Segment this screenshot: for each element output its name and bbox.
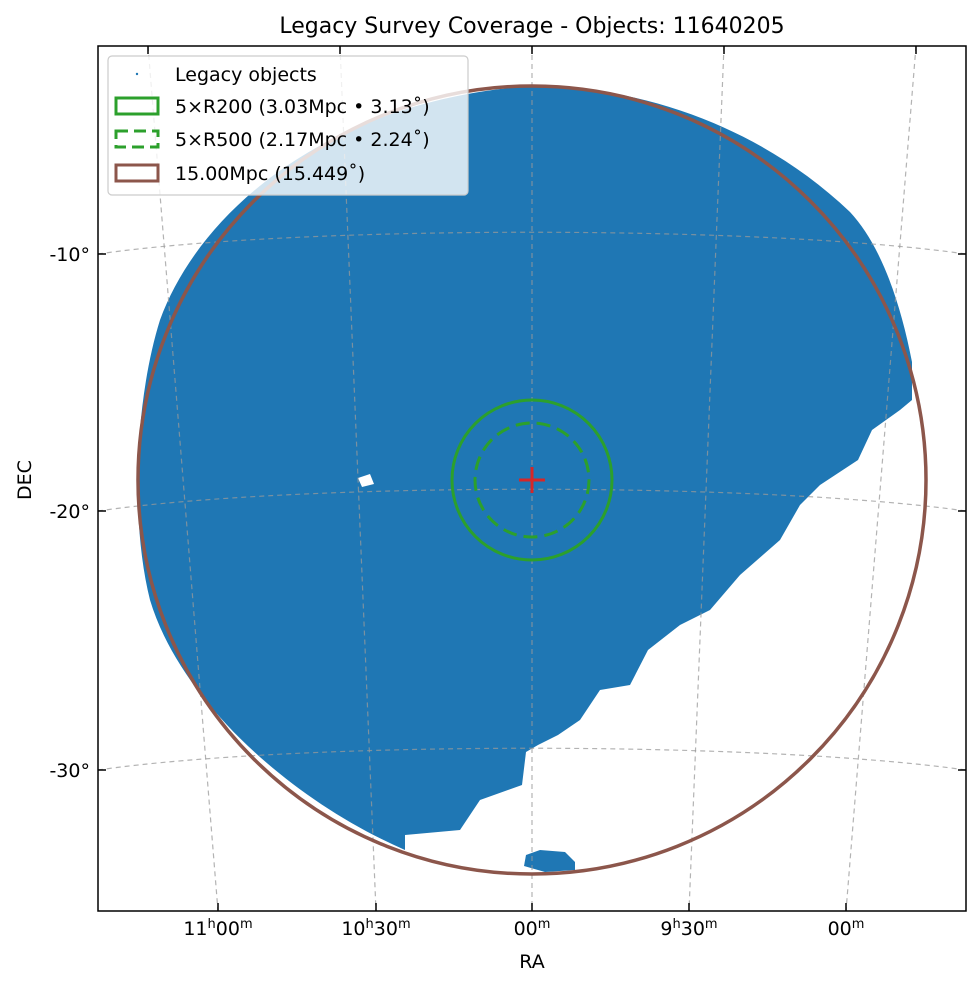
x-tick-label: 10h30m (341, 917, 410, 940)
legend-label: 15.00Mpc (15.449˚) (175, 163, 365, 185)
coverage-hole (358, 474, 374, 487)
coverage-region (137, 86, 912, 850)
legend-label: 5×R500 (2.17Mpc • 2.24˚) (175, 129, 430, 151)
legend-item: 15.00Mpc (15.449˚) (114, 163, 365, 185)
ticks (98, 46, 966, 911)
x-tick-label: 00m (828, 917, 865, 940)
legend-item: Legacy objects (135, 64, 317, 86)
legend-item: 5×R200 (3.03Mpc • 3.13˚) (114, 96, 430, 118)
center-marker (519, 467, 545, 493)
legend-label: 5×R200 (3.03Mpc • 3.13˚) (175, 96, 430, 118)
x-tick-labels: 11h00m 10h30m 00m 9h30m 00m (183, 917, 864, 940)
grid-dec-line (98, 231, 966, 255)
x-tick-label: 11h00m (183, 917, 252, 940)
legend-label: Legacy objects (175, 64, 317, 86)
circle-15mpc (136, 84, 928, 876)
circle-5xr500 (473, 421, 591, 539)
circle-5xr200 (450, 398, 614, 562)
legend-item: 5×R500 (2.17Mpc • 2.24˚) (114, 129, 430, 151)
legend-marker (135, 72, 139, 76)
y-axis-label: DEC (14, 460, 36, 500)
y-tick-label: -20° (49, 501, 90, 523)
legend-marker (114, 163, 160, 183)
grid-dec-line (98, 747, 966, 771)
grid-ra-line (845, 46, 917, 911)
x-axis-label: RA (519, 951, 544, 973)
coverage-blob (524, 850, 575, 872)
chart-title: Legacy Survey Coverage - Objects: 116402… (279, 14, 784, 39)
grid-ra-line (688, 46, 725, 911)
legend-marker (114, 129, 160, 149)
y-tick-label: -10° (49, 244, 90, 266)
plot-area (98, 46, 966, 911)
legend-box (107, 55, 469, 196)
x-tick-label: 9h30m (660, 917, 717, 940)
legend: Legacy objects 5×R200 (3.03Mpc • 3.13˚) 5×… (107, 55, 469, 196)
y-tick-label: -30° (49, 760, 90, 782)
legend-marker (114, 96, 160, 116)
x-tick-label: 00m (514, 917, 551, 940)
